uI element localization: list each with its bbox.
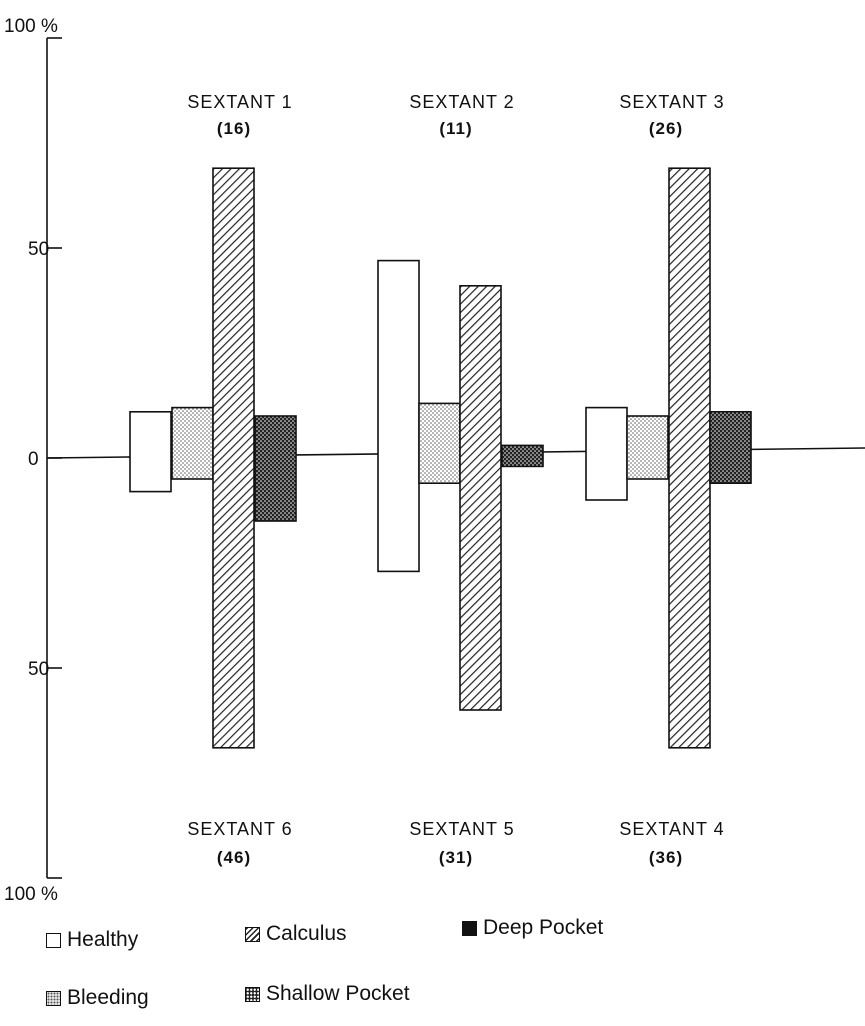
legend-item-calculus: Calculus: [245, 922, 347, 946]
bar-calculus-group-1: [212, 167, 255, 749]
legend-label-calculus: Calculus: [266, 922, 347, 945]
sextant-count-upper-3: (26): [649, 119, 683, 138]
bar-shallow-group-1: [254, 415, 297, 522]
sextant-count-lower-2: (31): [439, 848, 473, 867]
bar-bleeding-group-3: [626, 415, 669, 480]
bar-bleeding-group-1: [171, 406, 214, 480]
bar-calculus-group-3: [668, 167, 711, 749]
calculus-swatch-icon: [245, 926, 260, 942]
bleeding-swatch-icon: [46, 990, 61, 1006]
y-axis: 100 % 50 0 50 100 %: [4, 16, 62, 900]
sextant-label-lower-2: SEXTANT 5: [409, 819, 514, 839]
bars: [129, 167, 752, 749]
legend-item-healthy: Healthy: [46, 928, 138, 952]
sextant-count-lower-1: (46): [217, 848, 251, 867]
bar-shallow-group-2: [501, 444, 544, 468]
legend: Healthy Calculus Deep Pocket Bleeding Sh…: [0, 910, 865, 1026]
sextant-label-lower-3: SEXTANT 4: [619, 819, 724, 839]
bar-healthy-group-2: [377, 259, 420, 573]
sextant-count-lower-3: (36): [649, 848, 683, 867]
shallow-pocket-swatch-icon: [245, 986, 260, 1002]
sextant-label-lower-1: SEXTANT 6: [187, 819, 292, 839]
sextant-count-upper-1: (16): [217, 119, 251, 138]
legend-item-bleeding: Bleeding: [46, 986, 149, 1010]
legend-label-shallow-pocket: Shallow Pocket: [266, 982, 410, 1005]
bar-calculus-group-2: [459, 284, 502, 711]
deep-pocket-swatch-icon: [462, 920, 477, 936]
legend-item-shallow-pocket: Shallow Pocket: [245, 982, 410, 1006]
y-tick-label-4: 100 %: [4, 884, 58, 900]
bar-healthy-group-1: [129, 410, 172, 493]
bar-shallow-group-3: [709, 410, 752, 484]
y-tick-label-1: 50: [28, 239, 49, 260]
y-tick-label-3: 50: [28, 659, 49, 680]
legend-label-bleeding: Bleeding: [67, 986, 149, 1009]
legend-item-deep-pocket: Deep Pocket: [462, 916, 603, 940]
chart: 100 % 50 0 50 100 % SEXTANT 1 (16) SEXTANT 6 (4…: [4, 16, 865, 900]
sextant-label-upper-2: SEXTANT 2: [409, 92, 514, 112]
bar-healthy-group-3: [585, 406, 628, 501]
sextant-label-upper-1: SEXTANT 1: [187, 92, 292, 112]
y-tick-label-2: 0: [28, 449, 39, 470]
healthy-swatch-icon: [46, 932, 61, 948]
bar-bleeding-group-2: [418, 402, 461, 484]
sextant-labels: SEXTANT 1 (16) SEXTANT 6 (46) SEXTANT 2 (11) S…: [187, 92, 724, 867]
sextant-count-upper-2: (11): [439, 119, 472, 138]
y-tick-label-0: 100 %: [4, 16, 58, 37]
sextant-label-upper-3: SEXTANT 3: [619, 92, 724, 112]
legend-label-healthy: Healthy: [67, 928, 139, 951]
legend-label-deep-pocket: Deep Pocket: [483, 916, 604, 939]
